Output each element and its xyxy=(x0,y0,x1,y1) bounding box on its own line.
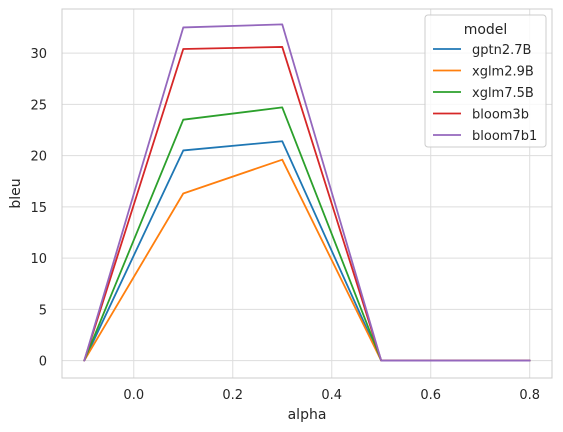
x-tick-label: 0.2 xyxy=(222,388,243,403)
legend-label-gptn2.7B: gptn2.7B xyxy=(472,43,531,58)
y-tick-label: 25 xyxy=(30,98,47,113)
x-tick-label: 0.8 xyxy=(519,388,540,403)
y-tick-label: 0 xyxy=(39,355,47,370)
plot-frame xyxy=(61,8,553,379)
series-line-bloom7b1 xyxy=(83,23,531,362)
x-axis-label: alpha xyxy=(288,407,327,423)
legend-label-bloom7b1: bloom7b1 xyxy=(472,129,537,144)
legend: model gptn2.7B xglm2.9B xglm7.5B bloom3b blo… xyxy=(424,14,547,148)
x-tick-label: 0.4 xyxy=(321,388,342,403)
x-axis-ticks: 0.0 0.2 0.4 0.6 0.8 xyxy=(123,388,540,403)
y-tick-label: 10 xyxy=(30,252,47,267)
legend-label-xglm2.9B: xglm2.9B xyxy=(472,65,534,80)
x-tick-label: 0.0 xyxy=(123,388,144,403)
x-tick-label: 0.6 xyxy=(420,388,441,403)
legend-label-bloom3b: bloom3b xyxy=(472,108,529,123)
legend-items: gptn2.7B xglm2.9B xglm7.5B bloom3b bloom7b1 xyxy=(433,43,537,144)
legend-title: model xyxy=(464,22,508,38)
y-tick-label: 30 xyxy=(30,47,47,62)
y-tick-label: 5 xyxy=(39,303,47,318)
y-axis-ticks: 0 5 10 15 20 25 30 xyxy=(30,47,47,370)
y-axis-label: bleu xyxy=(8,178,24,208)
series-lines xyxy=(83,23,531,362)
y-tick-label: 15 xyxy=(30,201,47,216)
y-tick-label: 20 xyxy=(30,150,47,165)
legend-label-xglm7.5B: xglm7.5B xyxy=(472,86,534,101)
